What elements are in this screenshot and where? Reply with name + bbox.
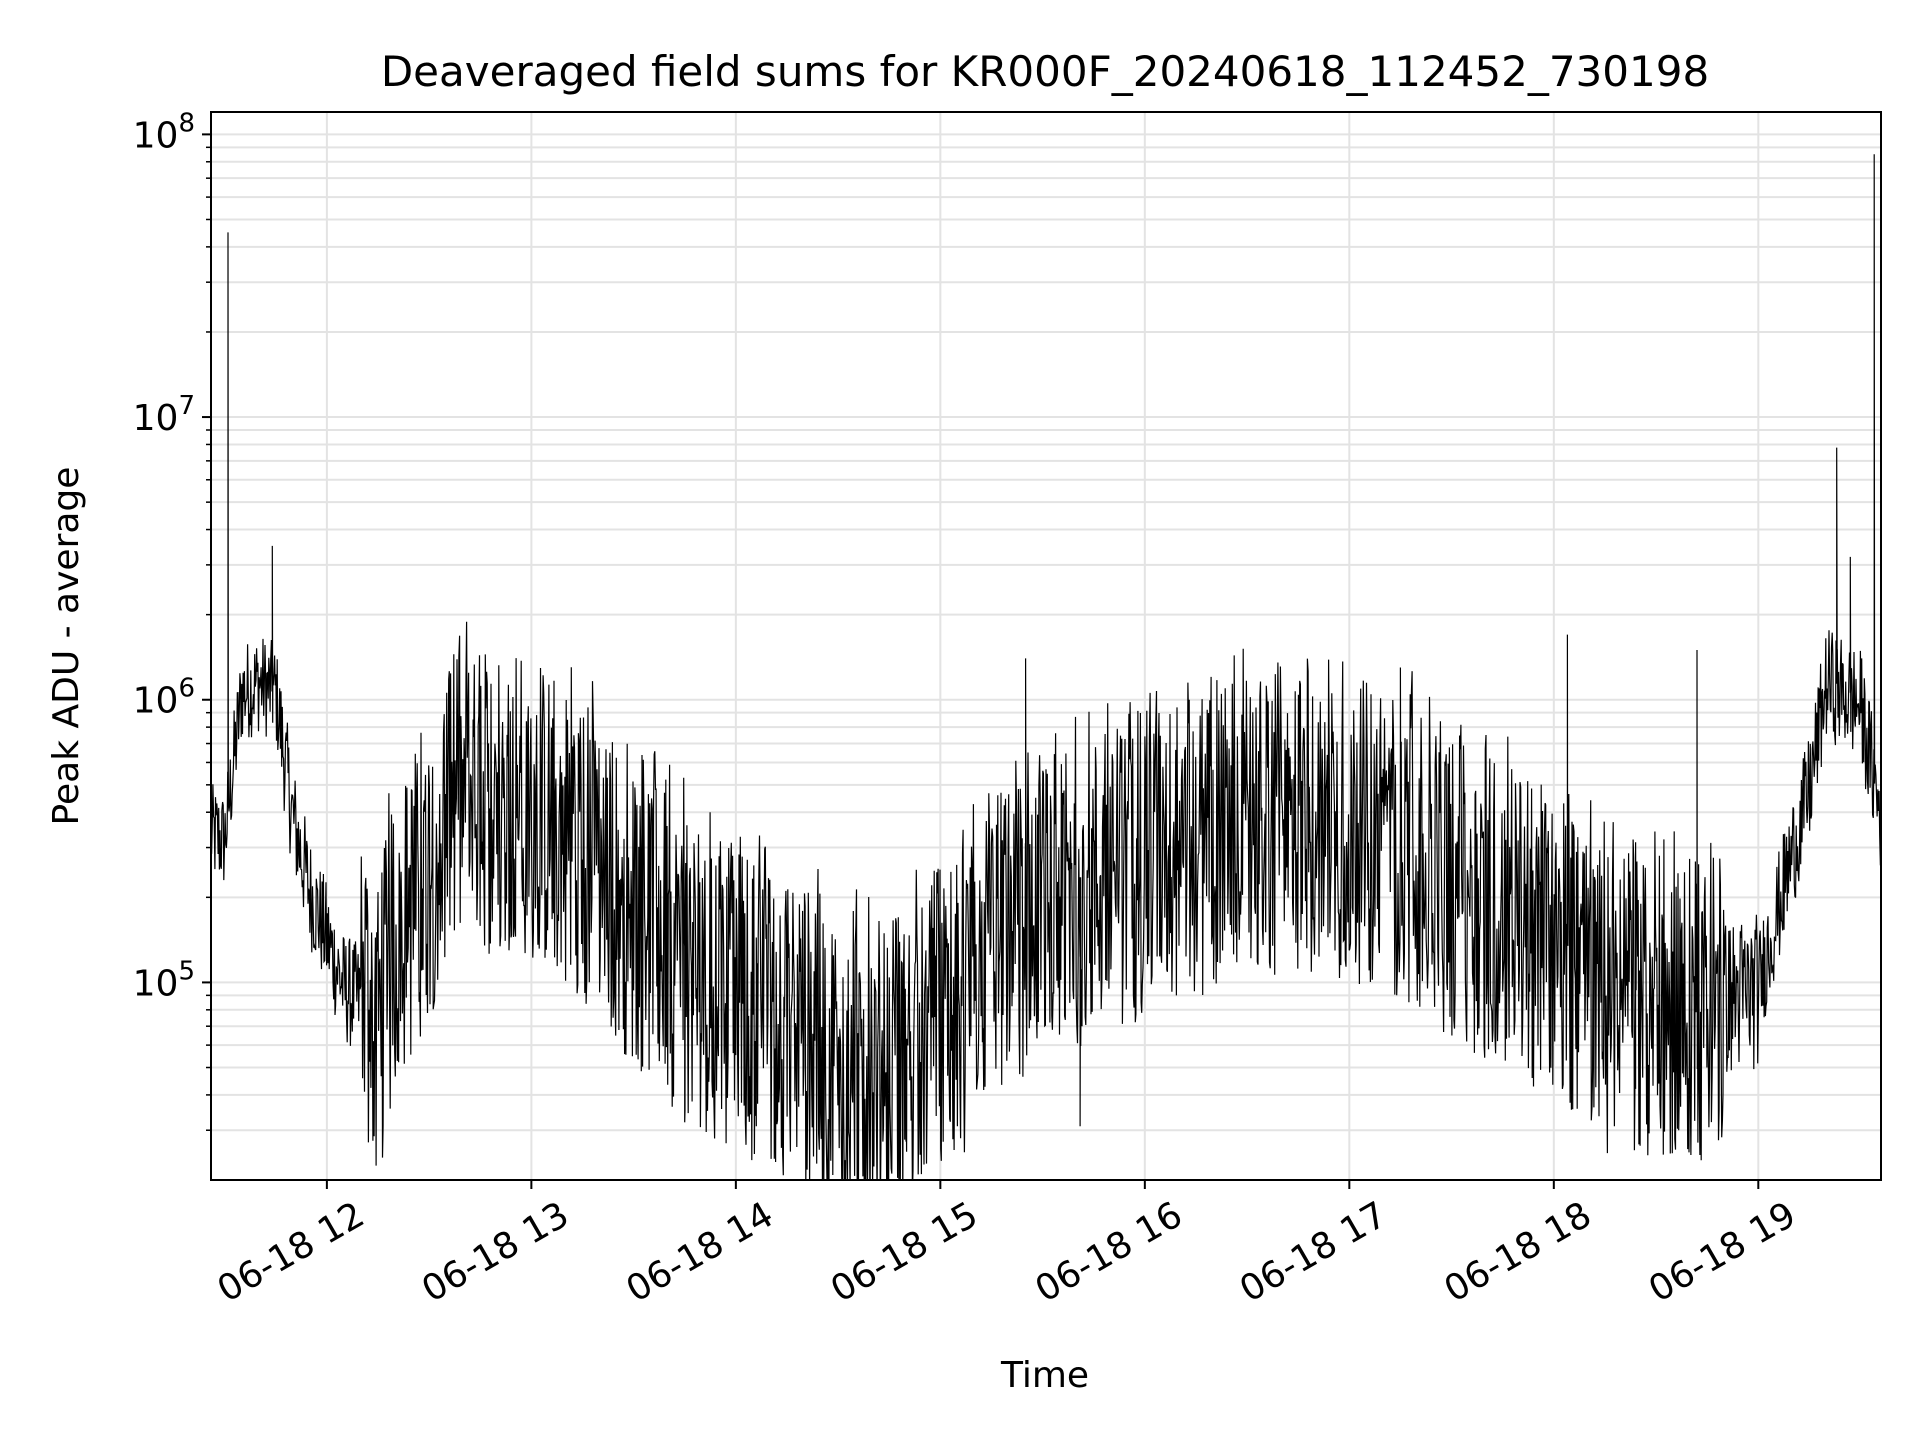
y-axis-label: Peak ADU - average bbox=[46, 467, 87, 826]
series-black-line bbox=[211, 154, 1881, 1180]
y-tick-label: 106 bbox=[133, 674, 195, 722]
y-tick-label: 107 bbox=[133, 391, 195, 439]
y-tick-label: 105 bbox=[133, 956, 195, 1004]
series-line bbox=[211, 154, 1881, 1180]
y-tick-label: 108 bbox=[133, 108, 195, 156]
chart-title: Deaveraged field sums for KR000F_2024061… bbox=[381, 47, 1709, 96]
plot-frame bbox=[210, 111, 1882, 1181]
x-axis-label: Time bbox=[1000, 1355, 1089, 1396]
